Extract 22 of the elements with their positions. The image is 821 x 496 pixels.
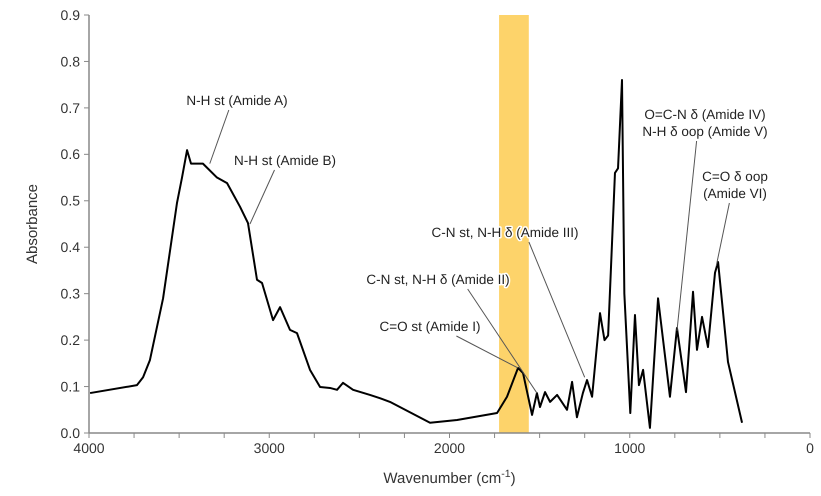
y-axis-title: Absorbance [24, 184, 41, 264]
x-tick-label: 0 [806, 440, 814, 456]
annotation: C=O δ oop (Amide VI) [702, 169, 768, 201]
x-tick-label: 3000 [254, 440, 286, 456]
x-tick-label: 2000 [434, 440, 466, 456]
x-tick-label: 4000 [73, 440, 105, 456]
y-tick-label: 0.3 [60, 286, 80, 302]
annotation: N-H st (Amide A) [186, 93, 288, 108]
x-tick-label: 1000 [614, 440, 646, 456]
annotation: N-H st (Amide B) [234, 153, 336, 168]
y-tick-label: 0.1 [60, 378, 80, 394]
y-tick-label: 0.5 [60, 192, 80, 209]
annotation: C=O st (Amide I) [380, 319, 480, 334]
y-tick-label: 0.2 [60, 332, 80, 348]
y-tick-label: 0.8 [60, 53, 80, 70]
x-axis-title: Wavenumber (cm$^{-1}$) [383, 468, 516, 487]
y-tick-label: 0.4 [60, 239, 80, 256]
y-tick-label: 0.7 [60, 100, 80, 116]
annotation: O=C-N δ (Amide IV) N-H δ oop (Amide V) [642, 107, 768, 139]
y-tick-label: 0.0 [60, 424, 80, 441]
y-tick-label: 0.9 [60, 6, 80, 23]
y-tick-label: 0.6 [60, 146, 80, 162]
